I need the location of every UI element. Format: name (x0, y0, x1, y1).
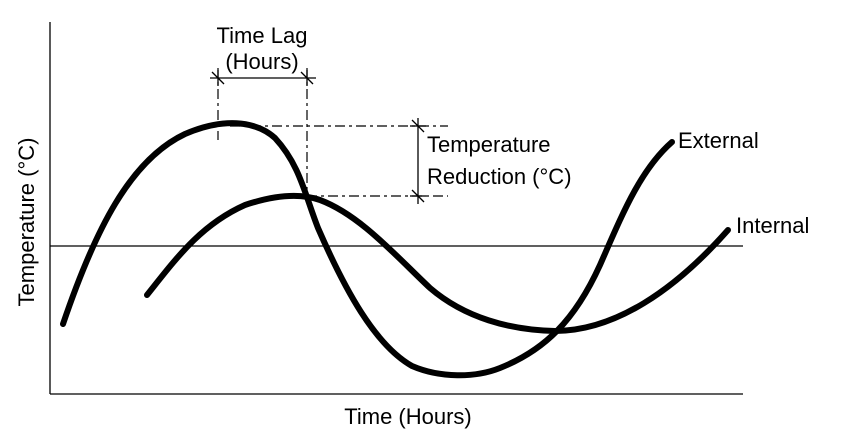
time-lag-label: Time Lag (217, 23, 308, 48)
external-curve-label: External (678, 128, 759, 153)
external-temperature-curve (60, 120, 675, 379)
y-axis-label: Temperature (°C) (14, 138, 39, 307)
x-axis-label: Time (Hours) (344, 404, 472, 429)
temperature-reduction-unit-label: Reduction (°C) (427, 164, 572, 189)
time-lag-dimension (210, 70, 316, 86)
temperature-reduction-dimension (410, 118, 426, 204)
time-lag-unit-label: (Hours) (225, 49, 298, 74)
temperature-reduction-label: Temperature (427, 132, 551, 157)
internal-temperature-curve (144, 192, 731, 334)
internal-curve-label: Internal (736, 213, 809, 238)
